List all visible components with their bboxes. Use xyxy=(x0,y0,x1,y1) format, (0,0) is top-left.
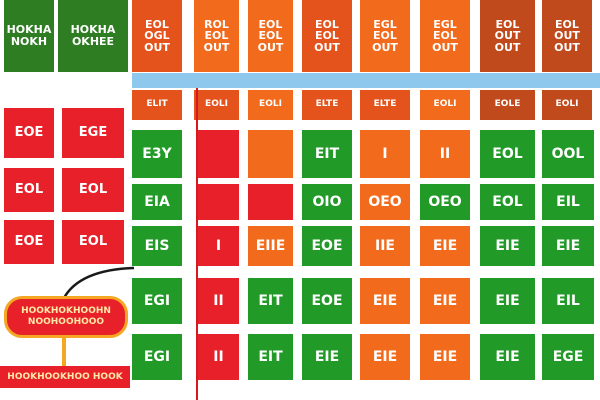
grid-cell[interactable]: EIL xyxy=(542,184,594,220)
grid-cell[interactable]: I xyxy=(198,226,239,266)
grid-cell[interactable]: OIO xyxy=(302,184,352,220)
column-header-8[interactable]: EOL OUT OUT xyxy=(542,0,592,72)
column-subheader-5[interactable]: ELTE xyxy=(360,90,410,120)
grid-cell[interactable]: EOL xyxy=(480,130,535,178)
grid-cell[interactable]: EIL xyxy=(542,278,594,324)
grid-cell[interactable]: EIE xyxy=(360,334,410,380)
grid-cell[interactable]: EIIE xyxy=(248,226,293,266)
grid-cell[interactable] xyxy=(198,184,239,220)
grid-cell[interactable]: EIE xyxy=(420,226,470,266)
callout-button[interactable]: HOOKHOKHOOHN NOOHOOHOOO xyxy=(4,296,128,338)
callout-line-2: NOOHOOHOOO xyxy=(27,317,105,327)
grid-cell[interactable]: EIT xyxy=(248,334,293,380)
row-label-right-1[interactable]: EGE xyxy=(62,108,124,158)
column-header-2[interactable]: ROL EOL OUT xyxy=(194,0,239,72)
grid-cell[interactable]: EIE xyxy=(542,226,594,266)
grid-cell[interactable]: EIE xyxy=(480,278,535,324)
grid-cell[interactable]: EIE xyxy=(302,334,352,380)
grid-cell[interactable]: EIS xyxy=(132,226,182,266)
grid-cell[interactable]: EOL xyxy=(480,184,535,220)
grid-cell[interactable]: EGE xyxy=(542,334,594,380)
column-subheader-2[interactable]: EOLI xyxy=(194,90,239,120)
column-header-7[interactable]: EOL OUT OUT xyxy=(480,0,535,72)
grid-cell[interactable]: EOE xyxy=(302,278,352,324)
grid-cell[interactable]: EIE xyxy=(480,226,535,266)
header-divider-bar xyxy=(132,73,600,88)
column-header-3[interactable]: EOL EOL OUT xyxy=(248,0,293,72)
row-label-right-3[interactable]: EOL xyxy=(62,220,124,264)
grid-cell[interactable]: II xyxy=(198,278,239,324)
top-left-tile-1[interactable]: HOKHA NOKH xyxy=(4,0,54,72)
grid-cell[interactable] xyxy=(248,130,293,178)
row-label-left-2[interactable]: EOL xyxy=(4,168,54,212)
grid-cell[interactable]: OEO xyxy=(360,184,410,220)
bottom-status-strip[interactable]: HOOKHOOKHOO HOOK xyxy=(0,366,130,388)
grid-cell[interactable]: EIE xyxy=(420,334,470,380)
grid-cell[interactable]: IIE xyxy=(360,226,410,266)
grid-cell[interactable]: I xyxy=(360,130,410,178)
grid-cell[interactable]: II xyxy=(198,334,239,380)
grid-cell[interactable]: EGI xyxy=(132,334,182,380)
grid-cell[interactable]: EIE xyxy=(360,278,410,324)
grid-cell[interactable]: EIE xyxy=(420,278,470,324)
grid-cell[interactable]: OOL xyxy=(542,130,594,178)
grid-cell[interactable]: EIT xyxy=(302,130,352,178)
column-header-6[interactable]: EGL EOL OUT xyxy=(420,0,470,72)
column-subheader-8[interactable]: EOLI xyxy=(542,90,592,120)
grid-cell[interactable]: OEO xyxy=(420,184,470,220)
column-header-5[interactable]: EGL EOL OUT xyxy=(360,0,410,72)
grid-cell[interactable]: E3Y xyxy=(132,130,182,178)
grid-cell[interactable]: EIE xyxy=(480,334,535,380)
column-subheader-3[interactable]: EOLI xyxy=(248,90,293,120)
column-subheader-6[interactable]: EOLI xyxy=(420,90,470,120)
column-divider-line xyxy=(196,88,198,400)
top-left-tile-2[interactable]: HOKHA OKHEE xyxy=(58,0,128,72)
column-subheader-7[interactable]: EOLE xyxy=(480,90,535,120)
grid-cell[interactable]: EIT xyxy=(248,278,293,324)
grid-cell[interactable]: EGI xyxy=(132,278,182,324)
grid-cell[interactable]: II xyxy=(420,130,470,178)
row-label-left-3[interactable]: EOE xyxy=(4,220,54,264)
callout-line-1: HOOKHOKHOOHN xyxy=(21,306,111,317)
callout-stand xyxy=(62,338,66,366)
grid-cell[interactable]: EOE xyxy=(302,226,352,266)
grid-cell[interactable] xyxy=(198,130,239,178)
column-subheader-1[interactable]: ELIT xyxy=(132,90,182,120)
row-label-left-1[interactable]: EOE xyxy=(4,108,54,158)
column-header-1[interactable]: EOL OGL OUT xyxy=(132,0,182,72)
row-label-right-2[interactable]: EOL xyxy=(62,168,124,212)
grid-cell[interactable]: EIA xyxy=(132,184,182,220)
callout-leader-line xyxy=(60,266,135,303)
column-header-4[interactable]: EOL EOL OUT xyxy=(302,0,352,72)
column-subheader-4[interactable]: ELTE xyxy=(302,90,352,120)
grid-cell[interactable] xyxy=(248,184,293,220)
